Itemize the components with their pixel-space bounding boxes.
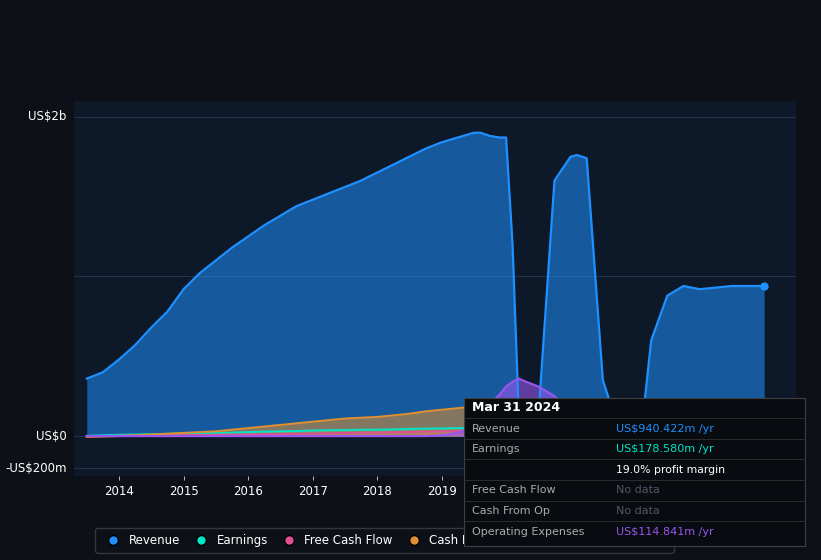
Text: No data: No data xyxy=(616,506,659,516)
Text: Mar 31 2024: Mar 31 2024 xyxy=(472,402,560,414)
Text: 19.0% profit margin: 19.0% profit margin xyxy=(616,465,725,475)
Text: Earnings: Earnings xyxy=(472,444,521,454)
Text: US$2b: US$2b xyxy=(28,110,67,123)
Text: US$940.422m /yr: US$940.422m /yr xyxy=(616,423,713,433)
Legend: Revenue, Earnings, Free Cash Flow, Cash From Op, Operating Expenses: Revenue, Earnings, Free Cash Flow, Cash … xyxy=(95,528,674,553)
Text: US$178.580m /yr: US$178.580m /yr xyxy=(616,444,713,454)
Text: US$114.841m /yr: US$114.841m /yr xyxy=(616,526,713,536)
Text: Revenue: Revenue xyxy=(472,423,521,433)
Text: US$0: US$0 xyxy=(36,430,67,442)
Text: Operating Expenses: Operating Expenses xyxy=(472,526,585,536)
Text: Cash From Op: Cash From Op xyxy=(472,506,550,516)
Text: -US$200m: -US$200m xyxy=(5,461,67,474)
Text: No data: No data xyxy=(616,486,659,496)
Text: Free Cash Flow: Free Cash Flow xyxy=(472,486,556,496)
